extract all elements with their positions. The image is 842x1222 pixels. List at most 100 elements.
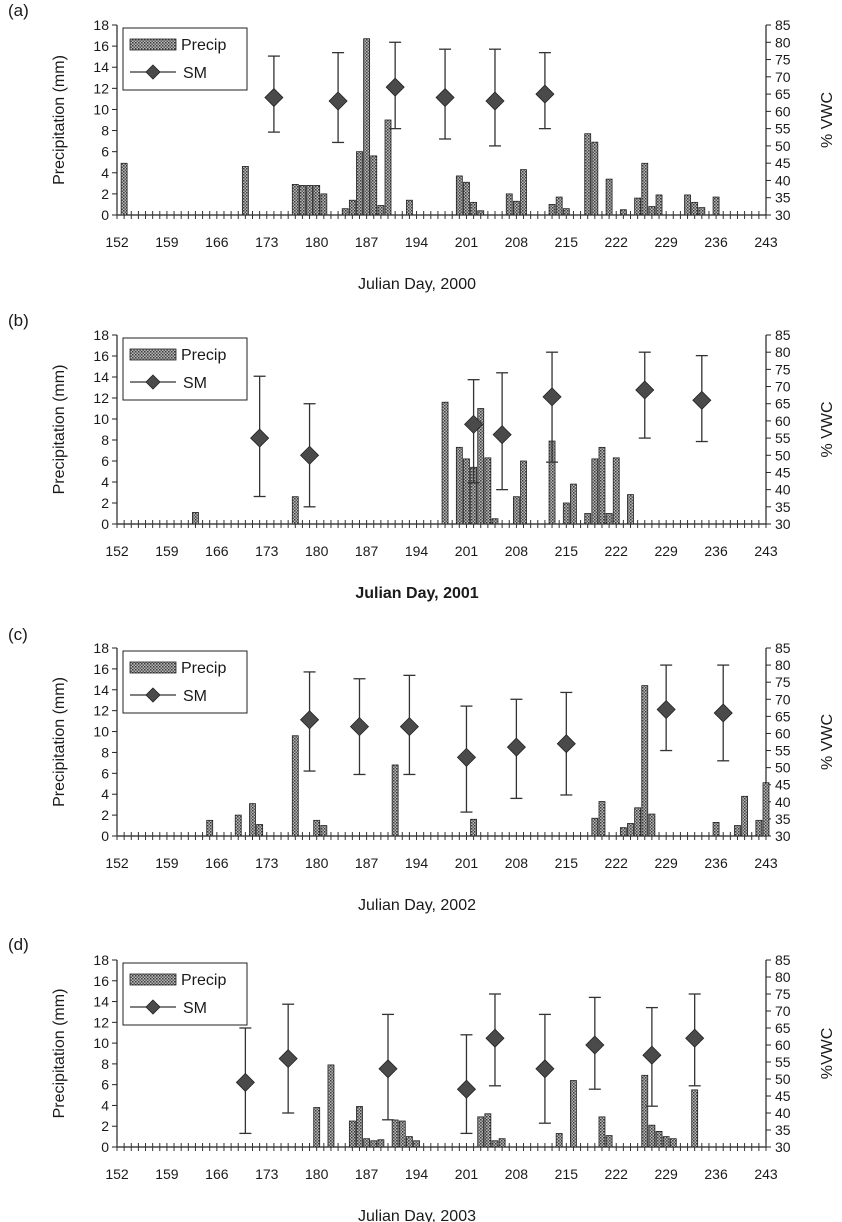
legend-precip-label: Precip: [181, 660, 226, 677]
sm-point: [299, 710, 320, 730]
y-tick-label: 6: [101, 1077, 109, 1093]
legend-sm-label: SM: [183, 65, 207, 82]
precip-bar: [370, 1140, 378, 1148]
panel-label: (d): [8, 935, 29, 954]
precip-bar: [598, 801, 606, 837]
sm-point: [492, 425, 512, 445]
y-tick-label: 10: [93, 724, 109, 740]
y-tick-label: 4: [101, 786, 109, 802]
precip-bar: [470, 201, 477, 216]
y-axis-title: Precipitation (mm): [51, 55, 68, 185]
precip-bar: [655, 1131, 663, 1148]
x-tick-label: 236: [704, 234, 728, 250]
y2-tick-label: 70: [775, 379, 791, 395]
legend-precip-swatch: [129, 661, 177, 674]
x-axis-title: Julian Day, 2000: [358, 276, 476, 293]
sm-point: [264, 87, 284, 108]
precip-bar: [348, 199, 356, 216]
precip-bar: [249, 803, 256, 837]
sm-point: [464, 414, 484, 434]
precip-bar: [520, 460, 527, 525]
x-tick-label: 236: [704, 855, 728, 871]
precip-bar: [313, 185, 321, 216]
panel-label: (c): [8, 625, 28, 644]
x-tick-label: 222: [605, 1166, 629, 1182]
y-tick-label: 4: [101, 1097, 109, 1113]
precip-bar: [377, 205, 385, 216]
precip-bar: [570, 1080, 577, 1148]
y-axis-title: Precipitation (mm): [51, 989, 68, 1119]
y2-tick-label: 35: [775, 190, 791, 206]
precip-bar: [619, 827, 627, 837]
x-tick-label: 194: [405, 234, 429, 250]
precip-bar: [669, 1138, 677, 1148]
x-tick-label: 152: [105, 855, 129, 871]
precip-bar: [391, 1119, 399, 1148]
precip-bar: [648, 813, 656, 837]
y-tick-label: 18: [93, 327, 109, 343]
y2-axis-title: %VWC: [819, 1028, 836, 1080]
y-tick-label: 6: [101, 453, 109, 469]
legend-precip-swatch: [129, 38, 177, 51]
x-tick-label: 194: [405, 1166, 429, 1182]
y2-axis-title: % VWC: [819, 714, 836, 770]
sm-point: [642, 1045, 662, 1065]
x-tick-label: 166: [205, 543, 229, 559]
precip-bar: [555, 196, 563, 216]
sm-point: [349, 717, 370, 737]
y2-tick-label: 85: [775, 17, 791, 33]
precip-bar: [363, 38, 371, 216]
x-tick-label: 208: [505, 234, 529, 250]
y2-tick-label: 65: [775, 1020, 791, 1036]
y-tick-label: 0: [101, 516, 109, 532]
y2-tick-label: 50: [775, 138, 791, 154]
y2-tick-label: 70: [775, 691, 791, 707]
x-tick-label: 222: [605, 855, 629, 871]
precip-bar: [691, 201, 699, 216]
y-tick-label: 16: [93, 348, 109, 364]
legend-sm-marker: [145, 687, 161, 703]
y-tick-label: 0: [101, 828, 109, 844]
y2-tick-label: 60: [775, 725, 791, 741]
legend-precip-swatch: [129, 348, 177, 361]
sm-point: [713, 703, 733, 723]
x-tick-label: 152: [105, 1166, 129, 1182]
y-tick-label: 6: [101, 144, 109, 160]
sm-point: [435, 87, 455, 108]
y2-tick-label: 75: [775, 361, 791, 377]
x-tick-label: 208: [505, 1166, 529, 1182]
precip-bar: [584, 133, 592, 216]
precip-bar: [477, 408, 485, 525]
y-tick-label: 12: [93, 390, 109, 406]
x-tick-label: 208: [505, 543, 529, 559]
precip-bar: [584, 513, 592, 525]
y-axis-title: Precipitation (mm): [51, 677, 68, 807]
precip-bar: [734, 825, 741, 837]
x-tick-label: 201: [455, 1166, 479, 1182]
y-tick-label: 8: [101, 432, 109, 448]
sm-point: [250, 428, 270, 448]
y-tick-label: 12: [93, 80, 109, 96]
precip-bar: [641, 685, 649, 837]
sm-point: [685, 1028, 705, 1048]
precip-bar: [612, 457, 620, 525]
precip-bar: [591, 458, 599, 525]
y2-tick-label: 30: [775, 828, 791, 844]
x-tick-label: 243: [754, 234, 778, 250]
precip-bar: [455, 175, 463, 216]
y2-tick-label: 60: [775, 413, 791, 429]
legend-sm-marker: [145, 374, 161, 390]
y2-tick-label: 55: [775, 121, 791, 137]
precip-bar: [598, 446, 606, 525]
precip-bar: [291, 183, 299, 216]
sm-point: [506, 737, 526, 757]
y-tick-label: 2: [101, 1118, 109, 1134]
precip-bar: [712, 822, 720, 837]
y2-tick-label: 85: [775, 952, 791, 968]
y-tick-label: 14: [93, 59, 109, 75]
legend-precip-label: Precip: [181, 37, 226, 54]
precip-bar: [192, 512, 199, 525]
y2-tick-label: 80: [775, 657, 791, 673]
y-tick-label: 2: [101, 186, 109, 202]
